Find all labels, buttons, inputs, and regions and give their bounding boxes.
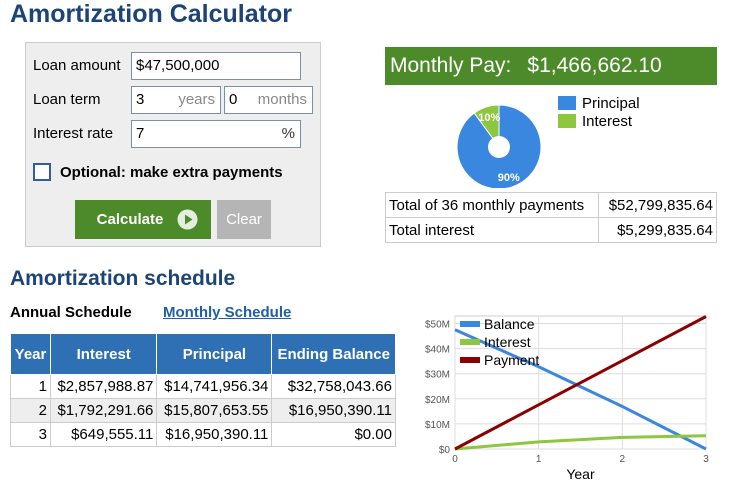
x-axis-label: Year — [566, 466, 595, 482]
legend-label: Payment — [484, 352, 539, 368]
pie-hole — [488, 136, 510, 158]
x-tick-label: 2 — [620, 454, 626, 465]
legend-label: Balance — [484, 316, 535, 332]
section-title: Amortization schedule — [10, 267, 236, 290]
tab[interactable]: Monthly Schedule — [163, 304, 292, 321]
header-row: Year Interest Principal Ending Balance — [10, 333, 396, 375]
schedule-row: 2 $1,792,291.66 $15,807,653.55 $16,950,390.… — [10, 398, 396, 423]
monthly-pay-value: $1,466,662.10 — [527, 54, 662, 77]
page-title: Amortization Calculator — [10, 0, 292, 28]
schedule-row: 1 $2,857,988.87 $14,741,956.34 $32,758,043.… — [10, 374, 396, 399]
schedule-cell: $32,758,043.66 — [271, 374, 396, 399]
button-text: Calculate — [96, 211, 164, 228]
y-tick-label: $50M — [425, 320, 450, 331]
schedule-cell: $15,807,653.55 — [156, 398, 273, 423]
schedule-cell: $16,950,390.11 — [156, 422, 273, 447]
line-chart: $0 $10M $20M $30M $40M $50M 0 1 2 3 Year Balance Int… — [425, 315, 709, 482]
schedule-cell: 2 — [10, 398, 51, 423]
months-input[interactable]: 0 months — [224, 86, 313, 114]
y-tick-label: $20M — [425, 395, 450, 406]
y-tick-label: $30M — [425, 370, 450, 381]
checkbox[interactable] — [33, 163, 51, 181]
summary-cell: $52,799,835.64 — [598, 192, 717, 218]
summary-table: Total of 36 monthly payments $52,799,835.… — [384, 192, 717, 243]
column-header: Ending Balance — [271, 333, 396, 375]
schedule-cell: $16,950,390.11 — [271, 398, 396, 423]
legend-swatch — [558, 96, 576, 110]
label: Loan term — [33, 91, 101, 108]
legend-label: Interest — [484, 334, 531, 350]
summary-row: Total of 36 monthly payments $52,799,835.… — [384, 192, 717, 218]
schedule-cell: $14,741,956.34 — [156, 374, 273, 399]
checkbox-label: Optional: make extra payments — [60, 164, 283, 181]
legend-swatch — [460, 357, 480, 363]
series-line — [454, 328, 707, 451]
summary-cell: Total interest — [384, 217, 600, 243]
pie-label: 10% — [478, 112, 500, 124]
clear-button[interactable]: Clear — [217, 200, 271, 239]
schedule-cell: $1,792,291.66 — [49, 398, 158, 423]
pie-chart: 90% Principal 10% Interest — [456, 95, 640, 188]
schedule-row: 3 $649,555.11 $16,950,390.11 $0.00 — [10, 422, 396, 447]
unit: years — [178, 91, 215, 108]
legend-swatch — [558, 114, 576, 128]
schedule-cell: 1 — [10, 374, 51, 399]
loan-amount-input[interactable]: $47,500,000 — [131, 52, 301, 80]
x-tick-label: 3 — [703, 454, 709, 465]
value: 3 — [136, 91, 145, 108]
column-header: Interest — [49, 333, 158, 375]
play-icon — [177, 209, 198, 230]
legend-label: Principal — [582, 95, 640, 112]
pie-label: 90% — [498, 172, 520, 184]
legend-label: Interest — [582, 113, 633, 130]
summary-cell: $5,299,835.64 — [598, 217, 717, 243]
pie-slice — [473, 104, 500, 149]
years-input[interactable]: 3 years — [131, 86, 221, 114]
legend-swatch — [460, 321, 480, 327]
y-tick-label: $40M — [425, 345, 450, 356]
summary-cell: Total of 36 monthly payments — [384, 192, 600, 218]
summary-row: Total interest $5,299,835.64 — [384, 217, 717, 243]
monthly-pay-bar: Monthly Pay: $1,466,662.10 — [385, 47, 717, 85]
schedule-cell: $649,555.11 — [49, 422, 158, 447]
legend-swatch — [460, 339, 480, 345]
y-tick-label: $10M — [425, 420, 450, 431]
series-line — [454, 315, 707, 451]
column-header: Principal — [156, 333, 273, 375]
x-tick-label: 1 — [536, 454, 542, 465]
x-tick-label: 0 — [452, 454, 458, 465]
schedule-cell: 3 — [10, 422, 51, 447]
calculate-button[interactable]: Calculate — [75, 200, 211, 239]
y-tick-label: $0 — [439, 445, 451, 456]
tab[interactable]: Annual Schedule — [10, 304, 132, 321]
schedule-table: Year Interest Principal Ending Balance 1 $2,8… — [10, 333, 396, 447]
unit: months — [257, 91, 307, 108]
unit: % — [281, 125, 295, 142]
schedule-cell: $0.00 — [271, 422, 396, 447]
column-header: Year — [10, 333, 51, 375]
value: 7 — [136, 125, 145, 142]
label: Interest rate — [33, 125, 114, 142]
series-line — [454, 434, 707, 451]
interest-rate-input[interactable]: 7% — [131, 120, 301, 148]
label: Loan amount — [33, 57, 121, 74]
schedule-cell: $2,857,988.87 — [49, 374, 158, 399]
monthly-pay-label: Monthly Pay: — [390, 54, 512, 77]
value: 0 — [229, 91, 238, 108]
